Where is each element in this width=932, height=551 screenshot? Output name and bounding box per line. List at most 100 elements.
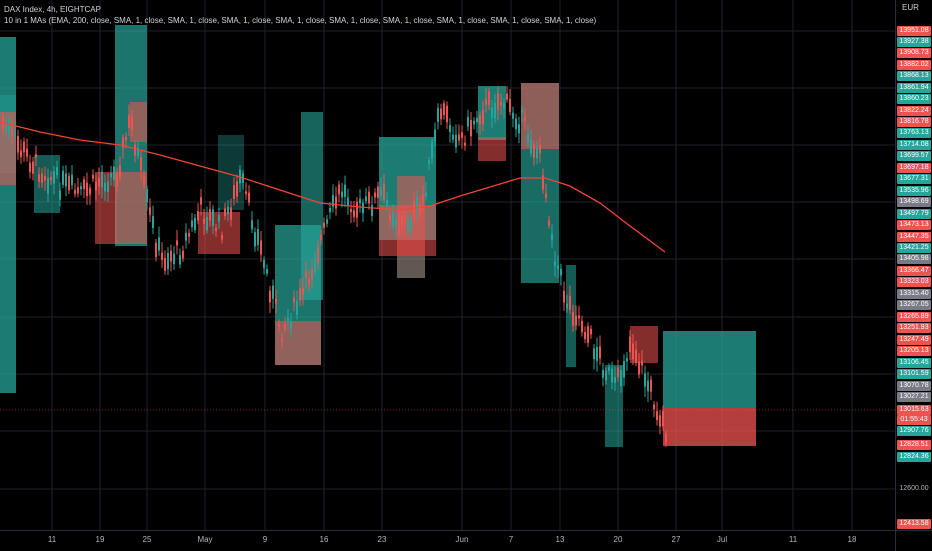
candle-body <box>383 183 385 201</box>
candle-body <box>23 141 25 153</box>
candle-body <box>416 197 418 212</box>
price-label: 13535.96 <box>897 186 931 196</box>
candle-body <box>74 190 76 194</box>
price-label: 13714.08 <box>897 140 931 150</box>
candle-body <box>596 347 598 361</box>
price-label: 13366.47 <box>897 266 931 276</box>
candle-body <box>374 192 376 198</box>
candle-body <box>173 253 175 265</box>
candle-body <box>584 332 586 340</box>
candle-body <box>407 217 409 232</box>
candle-body <box>134 144 136 156</box>
candle-body <box>545 193 547 198</box>
candle-body <box>293 297 295 303</box>
candle-body <box>152 216 154 228</box>
candle-body <box>146 189 148 203</box>
candle-body <box>185 232 187 241</box>
candle-body <box>245 191 247 195</box>
price-label: 12907.76 <box>897 426 931 436</box>
candle-body <box>32 161 34 174</box>
candle-body <box>263 260 265 268</box>
candle-body <box>503 103 505 109</box>
candle-body <box>338 184 340 195</box>
candle-body <box>371 205 373 216</box>
candle-body <box>290 321 292 329</box>
candle-body <box>212 209 214 226</box>
candle-body <box>638 361 640 375</box>
indicator-title[interactable]: 10 in 1 MAs (EMA, 200, close, SMA, 1, cl… <box>4 16 597 25</box>
time-axis[interactable]: 11 19 25 May 9 16 23 Jun 7 13 20 27 Jul 11 18 <box>0 530 895 551</box>
candle-body <box>461 132 463 139</box>
price-label: 13473.13 <box>897 220 931 230</box>
candle-body <box>587 326 589 343</box>
candle-body <box>281 337 283 342</box>
candle-body <box>395 219 397 227</box>
candle-body <box>272 285 274 299</box>
candle-body <box>155 242 157 257</box>
candle-body <box>182 250 184 259</box>
candle-body <box>350 209 352 213</box>
price-axis[interactable]: EUR 13951.08 13927.38 13908.73 13882.02 1386… <box>895 0 932 530</box>
candle-body <box>38 174 40 182</box>
candle-body <box>194 217 196 231</box>
candle-body <box>575 315 577 326</box>
candle-body <box>125 136 127 141</box>
price-label: 13101.59 <box>897 369 931 379</box>
price-label: 13763.13 <box>897 128 931 138</box>
candle-body <box>188 233 190 237</box>
candle-body <box>380 187 382 197</box>
candle-body <box>215 227 217 232</box>
chart-pane[interactable]: DAX Index, 4h, EIGHTCAP 10 in 1 MAs (EMA… <box>0 0 895 530</box>
candle-body <box>428 160 430 164</box>
candle-body <box>98 177 100 187</box>
candle-body <box>35 154 37 158</box>
time-label: 20 <box>613 535 623 544</box>
candle-body <box>599 346 601 359</box>
price-label: 13421.25 <box>897 243 931 253</box>
zone-box <box>630 326 658 363</box>
price-label: 13106.45 <box>897 358 931 368</box>
candle-body <box>419 203 421 215</box>
candle-body <box>497 93 499 111</box>
candle-body <box>422 195 424 205</box>
candle-body <box>311 268 313 280</box>
currency-label: EUR <box>902 3 919 12</box>
candle-body <box>602 370 604 378</box>
candle-body <box>620 369 622 386</box>
candle-body <box>335 196 337 209</box>
candle-body <box>71 174 73 186</box>
candle-body <box>533 144 535 159</box>
candle-body <box>221 235 223 240</box>
candle-body <box>227 206 229 215</box>
candle-body <box>557 265 559 269</box>
symbol-title[interactable]: DAX Index, 4h, EIGHTCAP <box>4 5 101 14</box>
candle-body <box>494 102 496 119</box>
candle-body <box>305 270 307 278</box>
time-label: 9 <box>262 535 268 544</box>
price-label: 13860.23 <box>897 94 931 104</box>
candle-body <box>254 232 256 247</box>
candle-body <box>110 173 112 178</box>
candle-body <box>8 120 10 135</box>
candle-body <box>524 117 526 121</box>
zone-box <box>663 408 756 446</box>
candle-body <box>113 166 115 181</box>
chart-legend: DAX Index, 4h, EIGHTCAP 10 in 1 MAs (EMA… <box>4 4 596 26</box>
candle-body <box>116 173 118 187</box>
candle-body <box>89 187 91 195</box>
time-label: 19 <box>95 535 105 544</box>
time-label: 23 <box>377 535 387 544</box>
candle-body <box>566 304 568 309</box>
candle-body <box>572 312 574 326</box>
price-label: 12828.51 <box>897 440 931 450</box>
candle-body <box>629 336 631 353</box>
zone-box <box>397 256 425 278</box>
candle-body <box>5 125 7 130</box>
price-label: 13498.69 <box>897 197 931 207</box>
price-chart[interactable] <box>0 0 895 530</box>
candle-body <box>131 115 133 131</box>
price-label: 13677.31 <box>897 174 931 184</box>
candle-body <box>446 105 448 123</box>
candle-body <box>386 199 388 205</box>
candle-body <box>455 134 457 148</box>
